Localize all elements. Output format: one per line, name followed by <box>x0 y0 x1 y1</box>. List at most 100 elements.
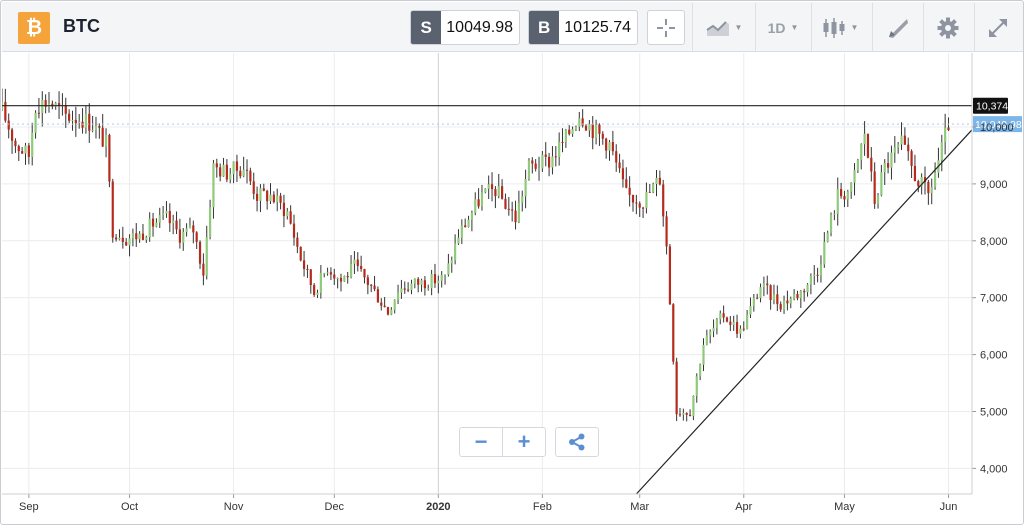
instrument-symbol[interactable]: BTC <box>63 16 100 36</box>
candle-down <box>662 184 665 217</box>
candle-down <box>913 165 917 182</box>
last-price-label-bg <box>973 116 1022 133</box>
candle-up <box>699 364 702 377</box>
candlestick-icon <box>823 17 845 38</box>
candle-up <box>497 186 500 197</box>
candle-down <box>742 328 745 330</box>
candle-up <box>104 134 108 147</box>
candle-down <box>917 181 920 187</box>
candle-down <box>57 103 61 106</box>
candle-up <box>746 314 749 330</box>
candle-down <box>245 169 249 171</box>
candle-style-button[interactable]: ▼ <box>816 10 864 45</box>
chart-type-button[interactable]: ▼ <box>700 10 748 45</box>
candle-up <box>829 214 833 233</box>
candle-up <box>172 220 175 224</box>
candle-up <box>474 199 477 213</box>
candle-down <box>769 285 772 301</box>
candle-down <box>504 198 507 209</box>
candle-down <box>628 187 631 195</box>
candle-down <box>10 129 14 141</box>
candle-down <box>591 123 594 139</box>
zoom-out-button[interactable]: − <box>459 427 503 457</box>
price-chart[interactable]: 10,374 10,049.98 4,000 5,000 6,000 7,000 8,00… <box>2 53 1022 524</box>
crosshair-button[interactable] <box>647 10 685 45</box>
x-tick-label: May <box>834 501 855 513</box>
y-tick-label: 10,000 <box>980 122 1014 134</box>
drawing-tools-button[interactable] <box>878 10 918 45</box>
candle-up <box>31 132 34 157</box>
candle-down <box>255 193 259 201</box>
x-tick-label: Mar <box>630 501 649 513</box>
candle-down <box>870 157 873 172</box>
candle-down <box>407 289 410 291</box>
chevron-down-icon: ▼ <box>734 23 743 32</box>
high-line-label-bg <box>973 97 1008 114</box>
candle-up <box>319 272 322 293</box>
candle-up <box>782 300 786 310</box>
candle-up <box>316 292 319 295</box>
candle-up <box>148 218 151 238</box>
candle-up <box>484 188 487 193</box>
x-tick-label: Sep <box>19 501 39 513</box>
candle-up <box>229 174 232 180</box>
y-tick-label: 8,000 <box>980 236 1008 248</box>
candle-down <box>282 202 286 217</box>
x-tick-label: Feb <box>533 501 552 513</box>
candle-down <box>618 162 621 169</box>
timeframe-label: 1D <box>767 19 786 36</box>
zoom-in-button[interactable]: + <box>502 427 546 457</box>
candle-up <box>836 189 839 214</box>
candle-down <box>306 268 309 270</box>
candle-up <box>138 233 141 240</box>
candle-down <box>638 203 641 208</box>
crosshair-icon <box>657 18 675 37</box>
candle-down <box>621 168 625 180</box>
candle-up <box>396 292 400 300</box>
candle-down <box>333 274 336 279</box>
share-button[interactable] <box>555 427 599 457</box>
candle-up <box>652 184 655 193</box>
candle-up <box>876 195 880 204</box>
candle-down <box>803 291 806 293</box>
candle-down <box>88 113 91 131</box>
candle-down <box>366 277 369 285</box>
candle-down <box>215 163 218 168</box>
candle-up <box>118 237 121 240</box>
buy-quote-button[interactable]: B 10125.74 <box>528 10 638 45</box>
candle-up <box>521 196 524 203</box>
candle-down <box>658 177 661 185</box>
candle-down <box>641 207 645 209</box>
candle-down <box>534 163 537 169</box>
candle-down <box>725 317 729 322</box>
candle-up <box>487 184 490 189</box>
candle-up <box>212 163 215 208</box>
candle-down <box>886 163 890 168</box>
timeframe-button[interactable]: 1D ▼ <box>760 10 806 45</box>
trend-line <box>635 129 973 495</box>
candle-down <box>668 246 672 305</box>
candle-up <box>692 395 695 417</box>
candle-down <box>514 210 517 223</box>
candle-up <box>883 163 886 173</box>
candle-down <box>672 304 675 362</box>
candle-down <box>584 125 588 131</box>
toolbar-divider <box>923 3 924 52</box>
candle-down <box>27 145 30 157</box>
candle-up <box>353 259 356 264</box>
chart-grid <box>2 53 972 494</box>
candle-up <box>390 309 393 315</box>
candle-down <box>625 179 628 188</box>
settings-button[interactable] <box>928 10 968 45</box>
candle-up <box>920 177 923 187</box>
candle-down <box>383 305 386 308</box>
fullscreen-button[interactable] <box>978 10 1018 45</box>
candle-down <box>296 237 299 247</box>
candle-up <box>739 328 742 334</box>
sell-quote-button[interactable]: S 10049.98 <box>410 10 520 45</box>
candle-down <box>289 211 292 224</box>
candle-up <box>772 294 776 301</box>
candle-up <box>155 222 158 227</box>
candle-down <box>843 196 846 200</box>
y-tick-label: 6,000 <box>980 350 1008 362</box>
